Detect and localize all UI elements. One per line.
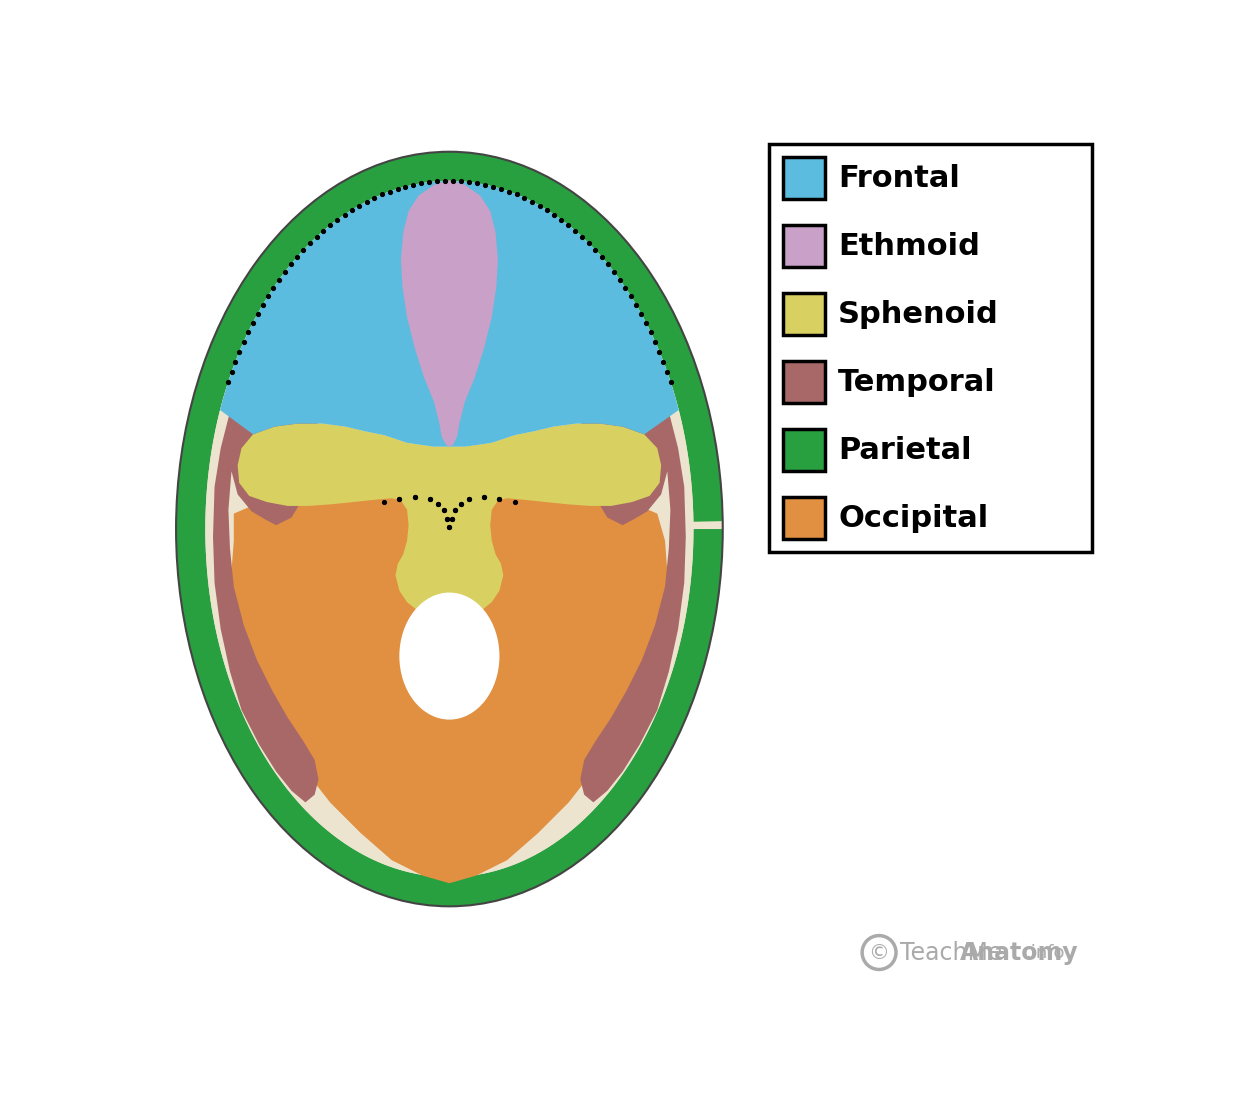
FancyBboxPatch shape	[782, 157, 825, 199]
Polygon shape	[232, 488, 668, 883]
Text: Ethmoid: Ethmoid	[838, 232, 980, 261]
FancyBboxPatch shape	[782, 225, 825, 267]
Polygon shape	[205, 181, 693, 877]
Polygon shape	[581, 319, 685, 803]
Text: Parietal: Parietal	[838, 436, 971, 465]
FancyBboxPatch shape	[769, 144, 1092, 552]
Text: .info: .info	[1026, 944, 1065, 962]
Text: Occipital: Occipital	[838, 503, 989, 532]
Polygon shape	[213, 319, 319, 803]
Polygon shape	[220, 181, 679, 447]
Polygon shape	[238, 424, 662, 619]
FancyBboxPatch shape	[782, 293, 825, 336]
Ellipse shape	[399, 593, 499, 720]
Text: ©: ©	[868, 943, 890, 963]
FancyBboxPatch shape	[782, 429, 825, 471]
Polygon shape	[176, 151, 723, 906]
FancyBboxPatch shape	[782, 361, 825, 403]
Text: Temporal: Temporal	[838, 368, 995, 396]
Text: Frontal: Frontal	[838, 163, 960, 192]
Text: TeachMe: TeachMe	[900, 941, 1002, 965]
Text: Sphenoid: Sphenoid	[838, 299, 999, 329]
FancyBboxPatch shape	[782, 497, 825, 539]
Text: Anatomy: Anatomy	[960, 941, 1079, 965]
Ellipse shape	[176, 151, 723, 906]
Polygon shape	[401, 180, 498, 447]
